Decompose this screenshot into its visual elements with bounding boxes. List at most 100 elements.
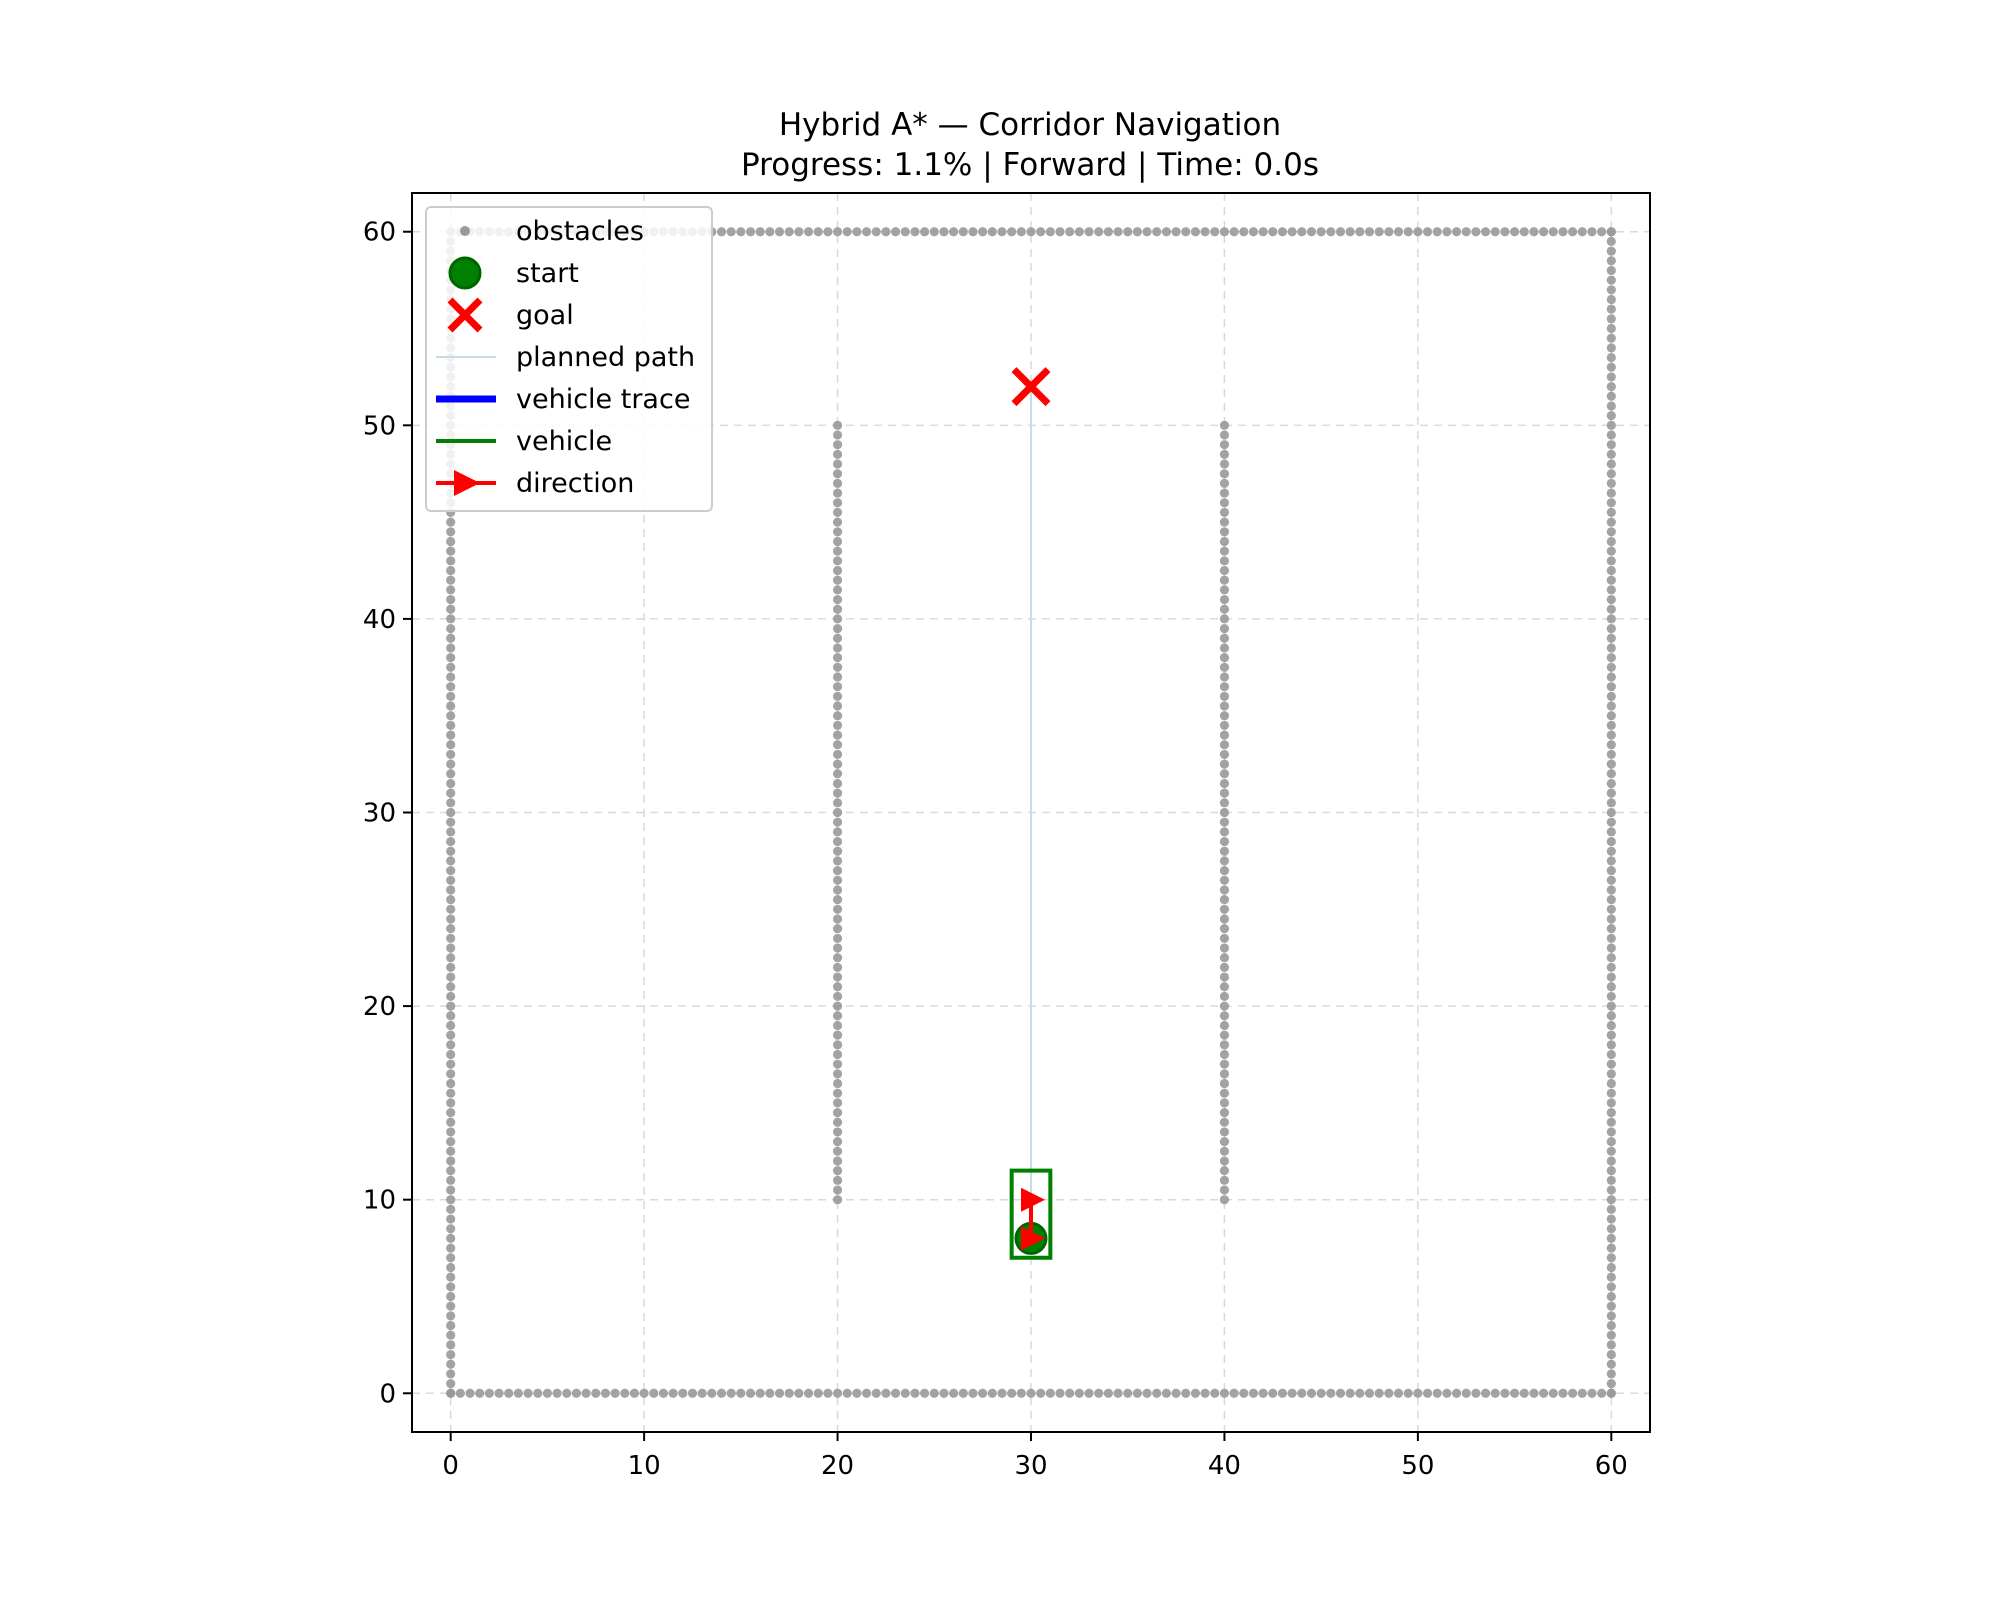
obstacle-point <box>832 1166 843 1176</box>
obstacle-point <box>446 769 456 779</box>
obstacle-point <box>1606 343 1616 353</box>
obstacle-point <box>446 1233 456 1244</box>
obstacle-point <box>832 556 843 566</box>
obstacle-point <box>1606 1166 1616 1176</box>
obstacle-point <box>1171 227 1181 237</box>
obstacle-point <box>1606 701 1616 711</box>
obstacle-point <box>823 1388 833 1398</box>
obstacle-point <box>1219 420 1230 430</box>
obstacles-layer <box>446 227 1616 1398</box>
obstacle-point <box>1529 227 1539 237</box>
obstacle-point <box>629 1388 640 1398</box>
obstacle-point <box>1345 227 1355 237</box>
obstacle-point <box>1045 1388 1055 1398</box>
obstacle-point <box>832 420 843 430</box>
obstacle-point <box>832 1049 843 1060</box>
obstacle-point <box>446 536 456 547</box>
obstacle-point <box>1597 1388 1607 1398</box>
obstacle-point <box>1219 953 1230 963</box>
obstacle-point <box>1219 1117 1230 1127</box>
obstacle-point <box>1606 323 1616 334</box>
y-tick-label: 60 <box>363 218 396 248</box>
obstacle-point <box>600 1388 611 1398</box>
obstacle-point <box>1606 536 1616 547</box>
obstacle-point <box>1007 1388 1017 1398</box>
obstacle-point <box>1210 227 1220 237</box>
obstacle-point <box>1219 1156 1230 1166</box>
obstacle-point <box>736 227 746 237</box>
obstacle-point <box>1606 1175 1616 1185</box>
obstacle-point <box>1219 507 1230 518</box>
obstacle-point <box>1606 1040 1616 1050</box>
obstacle-point <box>1442 1388 1452 1398</box>
obstacle-point <box>1577 1388 1587 1398</box>
obstacle-point <box>446 614 456 624</box>
obstacle-point <box>1219 498 1230 508</box>
obstacle-point <box>1606 1291 1616 1302</box>
obstacle-point <box>929 1388 939 1398</box>
obstacle-point <box>475 1388 485 1398</box>
obstacle-point <box>446 924 456 934</box>
obstacle-point <box>1306 227 1317 237</box>
obstacle-point <box>446 865 456 876</box>
obstacle-point <box>1219 885 1230 895</box>
obstacle-point <box>1606 904 1616 914</box>
obstacle-point <box>542 1388 553 1398</box>
obstacle-point <box>1016 1388 1026 1398</box>
obstacle-point <box>881 227 891 237</box>
obstacle-point <box>446 856 456 866</box>
obstacle-point <box>726 1388 736 1398</box>
obstacle-point <box>446 585 456 595</box>
obstacle-point <box>1219 720 1230 730</box>
obstacle-point <box>446 991 456 1002</box>
obstacle-point <box>446 885 456 895</box>
obstacle-point <box>446 1117 456 1127</box>
obstacle-point <box>1606 720 1616 730</box>
obstacle-point <box>1606 1349 1616 1360</box>
obstacle-point <box>832 914 843 924</box>
obstacle-point <box>832 924 843 934</box>
obstacle-point <box>861 1388 872 1398</box>
obstacle-point <box>1393 1388 1404 1398</box>
obstacle-point <box>1432 227 1442 237</box>
obstacle-point <box>832 846 843 856</box>
obstacle-point <box>832 546 843 556</box>
obstacle-point <box>446 972 456 982</box>
obstacle-point <box>446 682 456 692</box>
obstacle-point <box>1219 962 1230 972</box>
obstacle-point <box>1219 517 1230 527</box>
obstacle-point <box>1103 1388 1113 1398</box>
obstacle-point <box>1219 575 1230 585</box>
obstacle-point <box>1258 1388 1268 1398</box>
obstacle-point <box>871 227 881 237</box>
obstacle-point <box>1345 1388 1355 1398</box>
obstacle-point <box>1219 1088 1230 1098</box>
obstacle-point <box>1422 1388 1433 1398</box>
obstacle-point <box>900 227 910 237</box>
obstacle-point <box>1606 807 1616 818</box>
obstacle-point <box>1587 227 1597 237</box>
obstacle-point <box>1413 1388 1423 1398</box>
obstacle-point <box>1606 362 1616 372</box>
obstacle-point <box>446 846 456 856</box>
obstacle-point <box>1606 440 1616 450</box>
chart-title: Hybrid A* — Corridor Navigation <box>779 107 1281 143</box>
obstacle-point <box>736 1388 746 1398</box>
obstacle-point <box>446 691 456 701</box>
obstacle-point <box>1606 1088 1616 1098</box>
obstacle-point <box>1219 1020 1230 1031</box>
obstacle-point <box>1539 1388 1549 1398</box>
obstacle-point <box>832 575 843 585</box>
obstacle-point <box>1268 227 1278 237</box>
obstacle-point <box>446 1214 456 1224</box>
obstacle-point <box>1606 1107 1616 1118</box>
obstacle-point <box>1606 478 1616 488</box>
obstacle-point <box>1606 769 1616 779</box>
obstacle-point <box>1500 1388 1510 1398</box>
obstacle-point <box>832 875 843 885</box>
obstacle-point <box>1219 227 1230 237</box>
obstacle-point <box>1297 1388 1307 1398</box>
obstacle-point <box>1606 1030 1616 1040</box>
obstacle-point <box>1606 817 1616 827</box>
obstacle-point <box>774 227 785 237</box>
